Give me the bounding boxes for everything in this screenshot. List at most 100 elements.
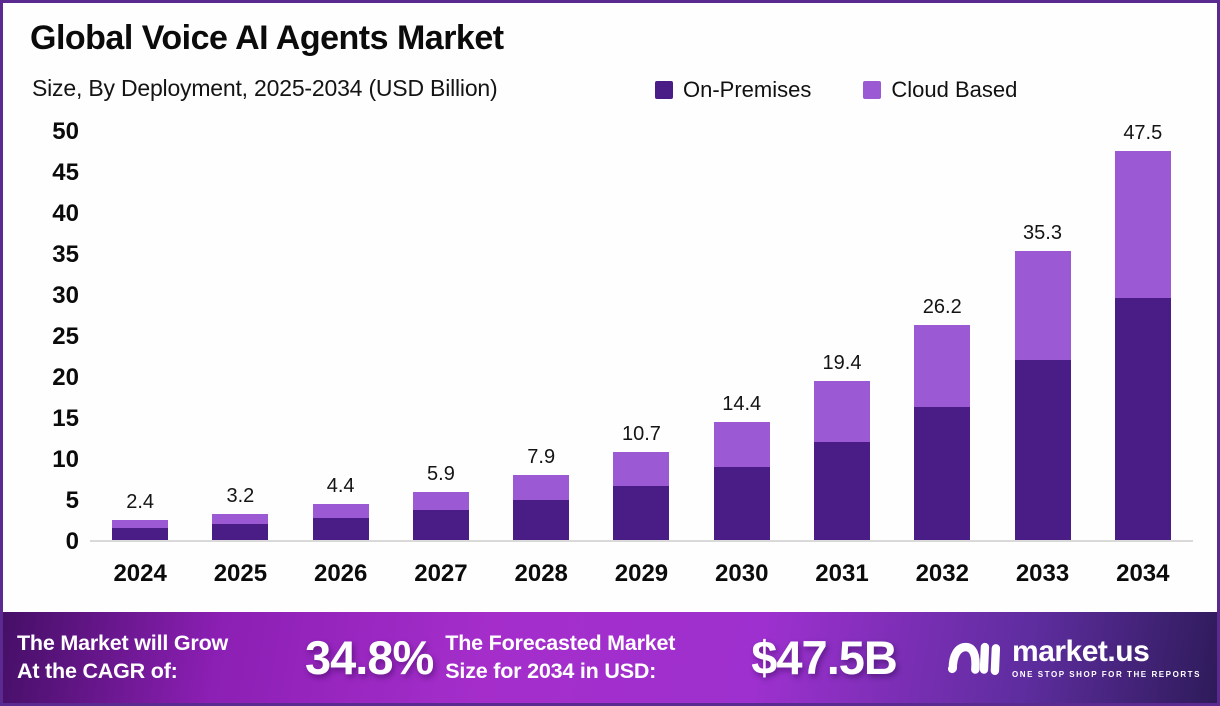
bar-segment-cloud-based (713, 421, 770, 467)
x-axis-label: 2029 (614, 560, 669, 587)
bar-column-2030: 14.4 (692, 132, 792, 540)
logo-text: market.us ONE STOP SHOP FOR THE REPORTS (1012, 634, 1201, 679)
bar-segment-on-premises (813, 441, 870, 540)
y-axis-tick: 30 (52, 282, 79, 309)
x-axis-label: 2024 (113, 560, 167, 587)
x-axis-label: 2026 (313, 560, 368, 587)
bar-segment-cloud-based (112, 520, 169, 528)
cagr-label-line2: At the CAGR of: (17, 658, 178, 683)
bar-total-label: 2.4 (126, 491, 155, 514)
forecast-label: The Forecasted Market Size for 2034 in U… (445, 630, 747, 685)
bar-segment-on-premises (112, 527, 169, 540)
bar-chart-plot-area: 2.4 3.2 4.4 5.9 7.9 10.7 14.4 19.4 26.2 35.3 47.5 (90, 122, 1193, 542)
y-axis-tick: 5 (65, 487, 79, 514)
legend-label-on-premises: On-Premises (683, 77, 812, 102)
x-axis-label: 2028 (514, 560, 568, 587)
market-us-logo-icon (947, 642, 1001, 675)
bar-segment-on-premises (1114, 298, 1171, 540)
y-axis-tick: 45 (52, 159, 79, 186)
bar-column-2028: 7.9 (491, 132, 591, 540)
bar-segment-on-premises (613, 485, 670, 540)
bar-total-label: 7.9 (527, 446, 556, 469)
bar-segment-on-premises (914, 407, 971, 540)
stacked-bar (312, 504, 369, 540)
logo-brand-name: market.us (1012, 634, 1150, 668)
y-axis-tick: 50 (52, 118, 79, 145)
page-title: Global Voice AI Agents Market (30, 19, 504, 57)
bar-segment-on-premises (212, 523, 269, 540)
y-axis-tick: 25 (52, 323, 79, 350)
bar-segment-cloud-based (1114, 150, 1171, 299)
x-axis-label: 2031 (815, 560, 869, 587)
stacked-bar (1114, 150, 1171, 540)
y-axis-tick: 40 (52, 200, 79, 227)
bar-segment-on-premises (312, 517, 369, 540)
x-axis: 2024 2025 2026 2027 2028 2029 2030 2031 2032 2033… (90, 560, 1193, 588)
x-axis-label: 2033 (1015, 560, 1070, 587)
bar-segment-cloud-based (813, 380, 870, 442)
stacked-bar (412, 491, 469, 540)
bar-column-2032: 26.2 (892, 132, 992, 540)
bar-segment-cloud-based (914, 325, 971, 408)
stacked-bar (1014, 250, 1071, 540)
forecast-label-line2: Size for 2034 in USD: (445, 658, 657, 683)
bar-column-2029: 10.7 (591, 132, 691, 540)
bar-total-label: 3.2 (226, 484, 255, 507)
legend-label-cloud-based: Cloud Based (891, 77, 1018, 102)
bar-total-label: 14.4 (722, 392, 762, 415)
bar-column-2033: 35.3 (992, 132, 1092, 540)
bar-segment-on-premises (713, 467, 770, 540)
cagr-label-line1: The Market will Grow (17, 630, 229, 655)
stacked-bar (613, 452, 670, 540)
x-axis-label: 2030 (715, 560, 769, 587)
bar-total-label: 10.7 (621, 423, 661, 446)
forecast-label-line1: The Forecasted Market (445, 630, 676, 655)
bar-segment-cloud-based (613, 452, 670, 486)
bar-segment-cloud-based (513, 475, 570, 500)
bar-total-label: 47.5 (1123, 121, 1163, 144)
market-us-logo: market.us ONE STOP SHOP FOR THE REPORTS (947, 635, 1201, 681)
x-axis-label: 2034 (1116, 560, 1170, 587)
bar-column-2027: 5.9 (391, 132, 491, 540)
bar-total-label: 35.3 (1023, 221, 1062, 244)
bar-segment-on-premises (513, 499, 570, 540)
cloud-based-swatch-icon (863, 81, 882, 99)
legend-item-cloud-based: Cloud Based (863, 77, 1017, 103)
bar-column-2026: 4.4 (291, 132, 391, 540)
x-axis-label: 2032 (915, 560, 969, 587)
bar-total-label: 26.2 (922, 296, 962, 319)
forecast-value: $47.5B (751, 631, 898, 684)
bar-column-2024: 2.4 (90, 132, 190, 540)
chart-subtitle: Size, By Deployment, 2025-2034 (USD Bill… (32, 75, 498, 101)
bar-column-2031: 19.4 (792, 132, 892, 540)
stacked-bar (212, 513, 269, 540)
cagr-banner: The Market will Grow At the CAGR of: 34.… (3, 612, 1217, 703)
y-axis-tick: 0 (65, 528, 79, 555)
bar-column-2034: 47.5 (1093, 122, 1193, 540)
on-premises-swatch-icon (655, 81, 673, 99)
y-axis-tick: 35 (52, 241, 79, 268)
logo-tagline: ONE STOP SHOP FOR THE REPORTS (1012, 669, 1201, 679)
legend-item-on-premises: On-Premises (655, 77, 811, 103)
bar-segment-cloud-based (1014, 250, 1071, 361)
bar-segment-cloud-based (212, 513, 269, 524)
x-axis-label: 2025 (213, 560, 268, 587)
bar-total-label: 4.4 (326, 475, 355, 498)
y-axis: 0 5 10 15 20 25 30 35 40 45 50 (31, 118, 79, 555)
bar-segment-on-premises (1014, 360, 1071, 540)
chart-legend: On-Premises Cloud Based (655, 77, 1017, 103)
stacked-bar (513, 475, 570, 540)
bar-column-2025: 3.2 (190, 132, 290, 540)
bar-total-label: 19.4 (822, 351, 862, 374)
stacked-bar (914, 325, 971, 540)
stacked-bar (713, 421, 770, 540)
y-axis-tick: 15 (52, 405, 79, 432)
y-axis-tick: 10 (52, 446, 79, 473)
x-axis-label: 2027 (414, 560, 468, 587)
stacked-bar (112, 520, 169, 540)
stacked-bar (813, 380, 870, 540)
cagr-label: The Market will Grow At the CAGR of: (17, 630, 305, 685)
y-axis-tick: 20 (52, 364, 79, 391)
cagr-value: 34.8% (305, 631, 434, 684)
